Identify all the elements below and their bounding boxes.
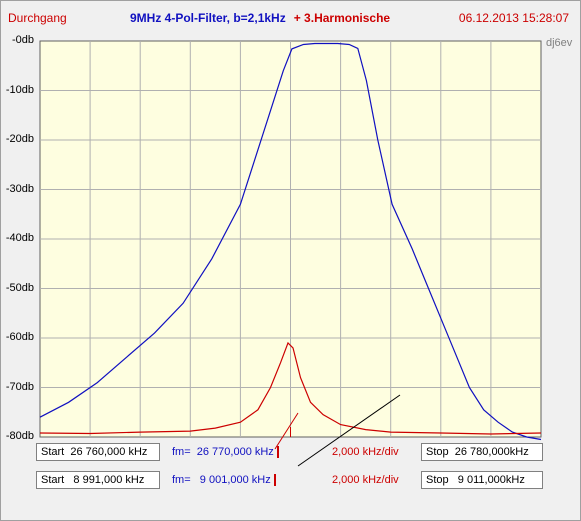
y-tick-label: -60db bbox=[5, 331, 34, 343]
center-frequency-label-2: fm= 9 001,000 kHz bbox=[172, 472, 276, 488]
timestamp: 06.12.2013 15:28:07 bbox=[458, 11, 569, 25]
start-frequency-field-2[interactable]: Start 8 991,000 kHz bbox=[36, 471, 160, 489]
y-tick-label: -30db bbox=[5, 182, 34, 195]
y-tick-label: -20db bbox=[5, 133, 34, 145]
stop-frequency-field-2[interactable]: Stop 9 011,000kHz bbox=[421, 471, 543, 489]
y-tick-label: -70db bbox=[5, 380, 34, 393]
center-marker-2 bbox=[273, 474, 276, 487]
series-line-2 bbox=[39, 341, 542, 435]
y-tick-label: -50db bbox=[5, 281, 34, 294]
y-tick-label: -10db bbox=[5, 83, 34, 96]
y-tick-label: -80db bbox=[5, 430, 34, 442]
center-marker-1 bbox=[276, 446, 279, 459]
stop-frequency-field-1[interactable]: Stop 26 780,000kHz bbox=[421, 443, 543, 461]
y-tick-label: -0db bbox=[11, 34, 34, 46]
y-tick-label: -40db bbox=[5, 232, 34, 244]
pointer-line-harmonic bbox=[274, 412, 299, 450]
center-frequency-label-1: fm= 26 770,000 kHz bbox=[172, 444, 279, 460]
callsign-label: dj6ev bbox=[546, 37, 573, 49]
chart-title-extra: + 3.Harmonische bbox=[293, 11, 391, 25]
center-frequency-text-1: fm= 26 770,000 kHz bbox=[172, 446, 274, 458]
pointer-line-filter bbox=[297, 394, 401, 467]
span-per-div-label-2: 2,000 kHz/div bbox=[332, 474, 399, 486]
center-frequency-text-2: fm= 9 001,000 kHz bbox=[172, 474, 271, 486]
header-bar: Durchgang 9MHz 4-Pol-Filter, b=2,1kHz + 3… bbox=[0, 0, 581, 30]
series-line-1 bbox=[39, 42, 542, 441]
start-frequency-field-1[interactable]: Start 26 760,000 kHz bbox=[36, 443, 160, 461]
mode-label: Durchgang bbox=[8, 11, 67, 25]
span-per-div-label-1: 2,000 kHz/div bbox=[332, 446, 399, 458]
chart-title-main: 9MHz 4-Pol-Filter, b=2,1kHz bbox=[130, 11, 286, 25]
chart-title: 9MHz 4-Pol-Filter, b=2,1kHz + 3.Harmonisc… bbox=[130, 11, 390, 25]
